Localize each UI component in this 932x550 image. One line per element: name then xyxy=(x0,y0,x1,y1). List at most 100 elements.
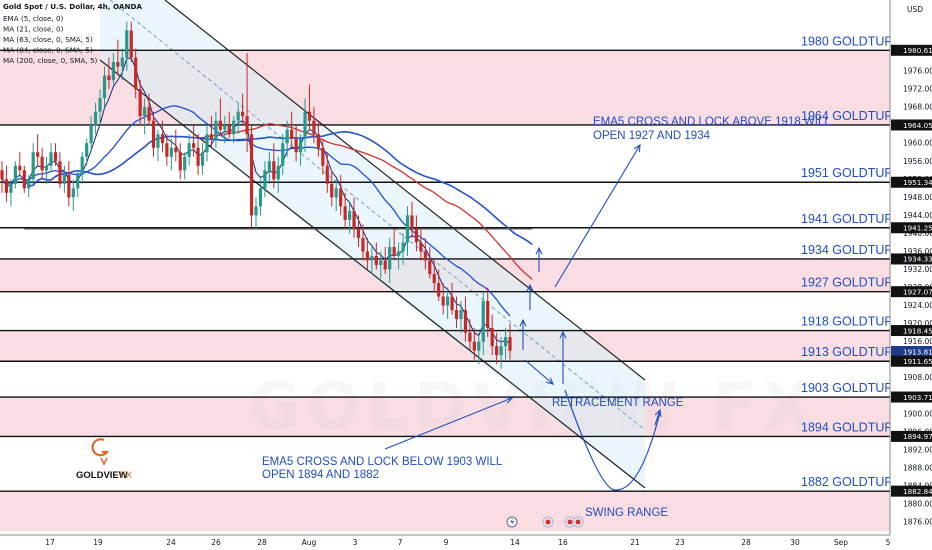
candle-body-68[interactable] xyxy=(303,111,307,139)
time-tick-6[interactable]: 3 xyxy=(353,538,358,547)
time-tick-15[interactable]: Sep xyxy=(834,538,848,547)
ma84-line[interactable] xyxy=(23,131,533,246)
candle-body-44[interactable] xyxy=(196,147,200,166)
candle-body-41[interactable] xyxy=(183,156,187,171)
candle-body-60[interactable] xyxy=(267,161,271,171)
candle-body-43[interactable] xyxy=(192,143,196,148)
candle-body-73[interactable] xyxy=(325,165,329,184)
candle-body-27[interactable] xyxy=(120,57,124,67)
candle-body-56[interactable] xyxy=(249,134,254,216)
candle-body-53[interactable] xyxy=(236,111,240,121)
candle-body-87[interactable] xyxy=(388,246,392,270)
candle-body-3[interactable] xyxy=(13,165,17,184)
time-tick-1[interactable]: 19 xyxy=(93,538,103,547)
candle-body-24[interactable] xyxy=(107,75,111,81)
candle-body-25[interactable] xyxy=(111,62,116,81)
candle-body-52[interactable] xyxy=(232,120,236,135)
time-tick-9[interactable]: 14 xyxy=(510,538,520,547)
candle-body-47[interactable] xyxy=(209,134,214,139)
candle-body-33[interactable] xyxy=(147,107,151,121)
candle-body-92[interactable] xyxy=(410,215,414,229)
candle-body-90[interactable] xyxy=(401,242,405,252)
candle-body-75[interactable] xyxy=(334,188,338,198)
candle-body-81[interactable] xyxy=(361,237,365,252)
candle-body-72[interactable] xyxy=(321,147,325,166)
candle-body-22[interactable] xyxy=(98,98,102,112)
time-tick-11[interactable]: 21 xyxy=(630,538,640,547)
candle-body-100[interactable] xyxy=(446,296,450,306)
candle-body-111[interactable] xyxy=(495,346,499,356)
time-tick-2[interactable]: 24 xyxy=(166,538,176,547)
candle-body-95[interactable] xyxy=(423,251,427,261)
time-tick-8[interactable]: 9 xyxy=(444,538,449,547)
candle-body-104[interactable] xyxy=(463,310,468,333)
time-tick-0[interactable]: 17 xyxy=(45,538,55,547)
candle-body-57[interactable] xyxy=(254,206,258,216)
candle-body-70[interactable] xyxy=(312,120,316,135)
candle-body-113[interactable] xyxy=(503,337,508,347)
candle-body-103[interactable] xyxy=(459,310,463,320)
candle-body-10[interactable] xyxy=(44,165,49,171)
candle-body-99[interactable] xyxy=(441,296,445,306)
candle-body-12[interactable] xyxy=(53,152,58,162)
candle-body-108[interactable] xyxy=(481,301,485,342)
time-tick-3[interactable]: 26 xyxy=(211,538,221,547)
candle-body-37[interactable] xyxy=(165,143,169,157)
candle-body-71[interactable] xyxy=(316,134,320,148)
channel-upper-line[interactable] xyxy=(164,0,646,381)
candle-body-48[interactable] xyxy=(214,120,218,139)
time-tick-5[interactable]: Aug xyxy=(302,538,317,547)
candle-body-30[interactable] xyxy=(134,57,138,90)
candle-body-107[interactable] xyxy=(477,341,481,351)
candle-body-89[interactable] xyxy=(396,251,401,256)
candle-body-46[interactable] xyxy=(205,134,209,153)
indicator-ma200[interactable]: MA (200, close, 0, SMA, 5) xyxy=(3,56,98,65)
candle-body-69[interactable] xyxy=(307,111,312,121)
candle-body-6[interactable] xyxy=(27,179,31,189)
candle-body-59[interactable] xyxy=(263,170,267,189)
candle-body-51[interactable] xyxy=(227,125,231,135)
candle-body-67[interactable] xyxy=(298,138,303,153)
time-tick-12[interactable]: 23 xyxy=(675,538,685,547)
candle-body-40[interactable] xyxy=(178,152,182,171)
candle-body-9[interactable] xyxy=(40,156,44,171)
candle-body-15[interactable] xyxy=(67,174,71,198)
candle-body-93[interactable] xyxy=(414,228,419,243)
candle-body-49[interactable] xyxy=(218,120,222,130)
candle-body-31[interactable] xyxy=(138,89,142,117)
candle-body-23[interactable] xyxy=(102,75,107,99)
candle-body-65[interactable] xyxy=(290,129,294,139)
candle-body-84[interactable] xyxy=(374,255,378,265)
candle-body-82[interactable] xyxy=(365,251,370,261)
indicator-ma63[interactable]: MA (63, close, 0, SMA, 5) xyxy=(3,35,93,44)
candle-body-7[interactable] xyxy=(31,152,35,180)
candle-body-80[interactable] xyxy=(356,228,361,238)
candle-body-28[interactable] xyxy=(125,30,129,58)
candle-body-14[interactable] xyxy=(62,174,66,184)
candle-body-79[interactable] xyxy=(352,210,356,229)
candle-body-13[interactable] xyxy=(58,161,62,184)
candle-body-0[interactable] xyxy=(0,170,4,180)
candle-body-91[interactable] xyxy=(405,215,410,243)
candle-body-32[interactable] xyxy=(142,107,147,117)
candle-body-58[interactable] xyxy=(258,188,263,207)
candle-body-62[interactable] xyxy=(276,165,280,180)
candle-body-96[interactable] xyxy=(428,260,432,274)
candle-body-88[interactable] xyxy=(392,246,396,256)
candle-body-38[interactable] xyxy=(169,147,173,157)
time-tick-7[interactable]: 7 xyxy=(398,538,403,547)
candle-body-20[interactable] xyxy=(89,125,93,144)
candle-body-97[interactable] xyxy=(432,273,436,284)
candle-body-64[interactable] xyxy=(285,129,289,144)
candle-body-112[interactable] xyxy=(499,346,503,356)
time-tick-10[interactable]: 16 xyxy=(558,538,568,547)
candle-body-98[interactable] xyxy=(437,283,441,297)
candle-body-63[interactable] xyxy=(281,143,285,166)
candle-body-2[interactable] xyxy=(9,183,13,193)
candle-body-85[interactable] xyxy=(379,260,383,265)
time-tick-14[interactable]: 30 xyxy=(790,538,800,547)
candle-body-55[interactable] xyxy=(245,116,249,135)
candle-body-54[interactable] xyxy=(241,111,245,117)
candle-body-42[interactable] xyxy=(187,143,191,157)
